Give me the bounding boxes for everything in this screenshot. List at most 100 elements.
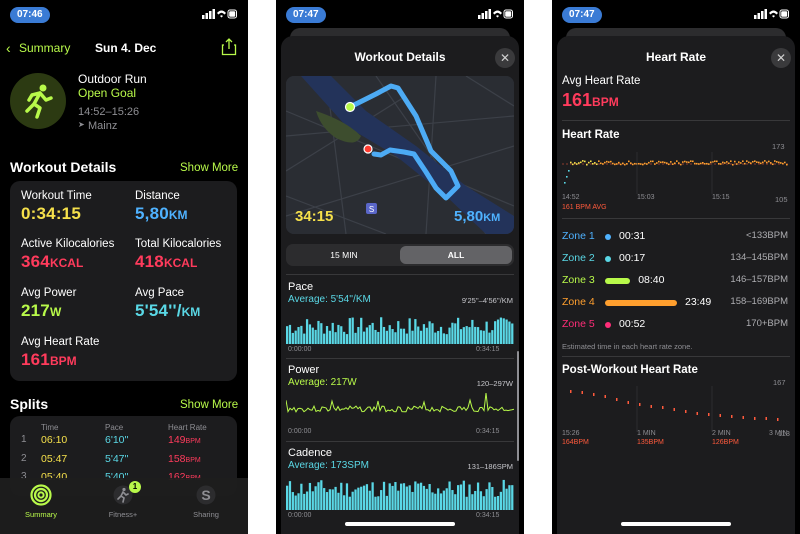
chart-bar [511, 323, 514, 344]
chart-bar [303, 333, 306, 344]
hr-point [588, 161, 590, 164]
chart-bar [505, 319, 508, 344]
chart-bar [488, 482, 491, 510]
details-card[interactable]: Workout Time 0:34:15 Distance 5,80KM Act… [10, 181, 237, 381]
chart-bar [365, 327, 369, 344]
tab-fitness-plus[interactable]: 1 Fitness+ [98, 481, 148, 524]
chart-bar [391, 329, 394, 344]
hr-point [580, 161, 582, 164]
hr-point [578, 162, 580, 164]
hr-point [620, 163, 622, 166]
hr-point [702, 161, 704, 164]
chart-bar [345, 483, 349, 510]
hr-point [684, 160, 686, 163]
post-hr-point [604, 395, 606, 398]
hr-point [634, 162, 636, 165]
chart-bar [454, 323, 457, 344]
avg-hr-value: 161 [562, 90, 593, 110]
divider [286, 358, 514, 359]
details-show-more[interactable]: Show More [180, 162, 239, 174]
hr-point [766, 161, 768, 164]
chart-bar [348, 318, 351, 344]
chart-bar [471, 319, 474, 344]
chart-bar [394, 332, 397, 344]
segment-15-min[interactable]: 15 MIN [330, 250, 358, 260]
share-icon[interactable] [221, 38, 237, 56]
chart-bar [371, 322, 374, 344]
hr-point [658, 160, 660, 163]
scrollbar[interactable] [517, 351, 519, 461]
tab-sharing[interactable]: S Sharing [193, 485, 219, 519]
chart-bar [422, 324, 426, 344]
back-chevron-icon[interactable]: ‹ [6, 40, 11, 56]
avg-hr-unit: BPM [592, 95, 619, 109]
chart-bar [439, 493, 443, 510]
chart-bar [431, 323, 434, 344]
chart-bar [397, 490, 400, 510]
hr-point [672, 163, 674, 165]
chart-bar [314, 486, 317, 510]
hr-point [648, 161, 650, 164]
chart-bar [368, 325, 371, 344]
chart-bar [422, 485, 426, 510]
hr-point [582, 160, 584, 162]
back-button[interactable]: Summary [19, 41, 71, 55]
segment-all[interactable]: ALL [400, 246, 512, 264]
status-time: 07:47 [562, 7, 602, 23]
tab-summary[interactable]: Summary [16, 484, 66, 524]
hr-point [742, 160, 744, 163]
power-start-time: 0:00:00 [288, 428, 312, 435]
fitness-plus-icon [113, 485, 133, 505]
hr-point [716, 160, 718, 163]
splits-section-title: Splits [10, 396, 49, 412]
chart-bar [417, 483, 420, 510]
hr-point [724, 162, 726, 164]
chart-bar [476, 482, 480, 510]
chart-bar [465, 496, 468, 510]
map-distance-unit: KM [483, 212, 501, 224]
chart-bar [494, 321, 497, 344]
post-hr-point [685, 410, 687, 413]
hr-point [608, 161, 610, 163]
chart-bar [300, 325, 303, 344]
map-distance: 5,80 [454, 208, 484, 225]
close-icon[interactable]: ✕ [495, 48, 515, 68]
hr-point [778, 161, 780, 164]
metric-label: Avg Pace [135, 287, 185, 299]
zone-row: Zone 2 00:17 134–145BPM [562, 252, 788, 264]
status-time: 07:46 [10, 7, 50, 23]
workout-icon-circle [10, 73, 66, 129]
post-hr-point [662, 406, 664, 409]
splits-show-more[interactable]: Show More [180, 399, 239, 411]
hr-section-title: Heart Rate [562, 129, 620, 141]
chart-bar [476, 327, 480, 344]
workout-details-screen: 07:47 Workout Details ✕ S 34:15 5,80KM [276, 0, 524, 534]
post-hr-point [616, 398, 618, 401]
hr-point [770, 162, 772, 164]
hr-point [782, 162, 784, 165]
chart-bar [323, 333, 326, 344]
hr-point [646, 163, 648, 165]
chart-bar [400, 483, 403, 510]
hr-point [638, 162, 640, 165]
zone-row: Zone 3 08:40 146–157BPM [562, 274, 788, 286]
splits-header: Time [41, 423, 59, 432]
hr-point [568, 170, 570, 172]
chart-bar [419, 482, 423, 510]
route-map[interactable]: S 34:15 5,80KM [286, 76, 514, 234]
hr-point [600, 162, 602, 165]
hr-point [700, 162, 702, 165]
hr-point [652, 160, 654, 163]
pace-average: Average: 5'54''/KM [288, 294, 371, 305]
chart-bar [459, 329, 463, 344]
hr-point [564, 182, 566, 184]
hr-chart-ymax: 173 [772, 142, 785, 151]
close-icon[interactable]: ✕ [771, 48, 791, 68]
chart-bar [374, 329, 377, 344]
chart-bar [365, 484, 369, 510]
chart-bar [377, 331, 380, 344]
hr-point [632, 163, 634, 166]
chart-bar [303, 493, 306, 510]
chart-bar [377, 496, 380, 510]
workout-name: Outdoor Run [78, 72, 147, 86]
